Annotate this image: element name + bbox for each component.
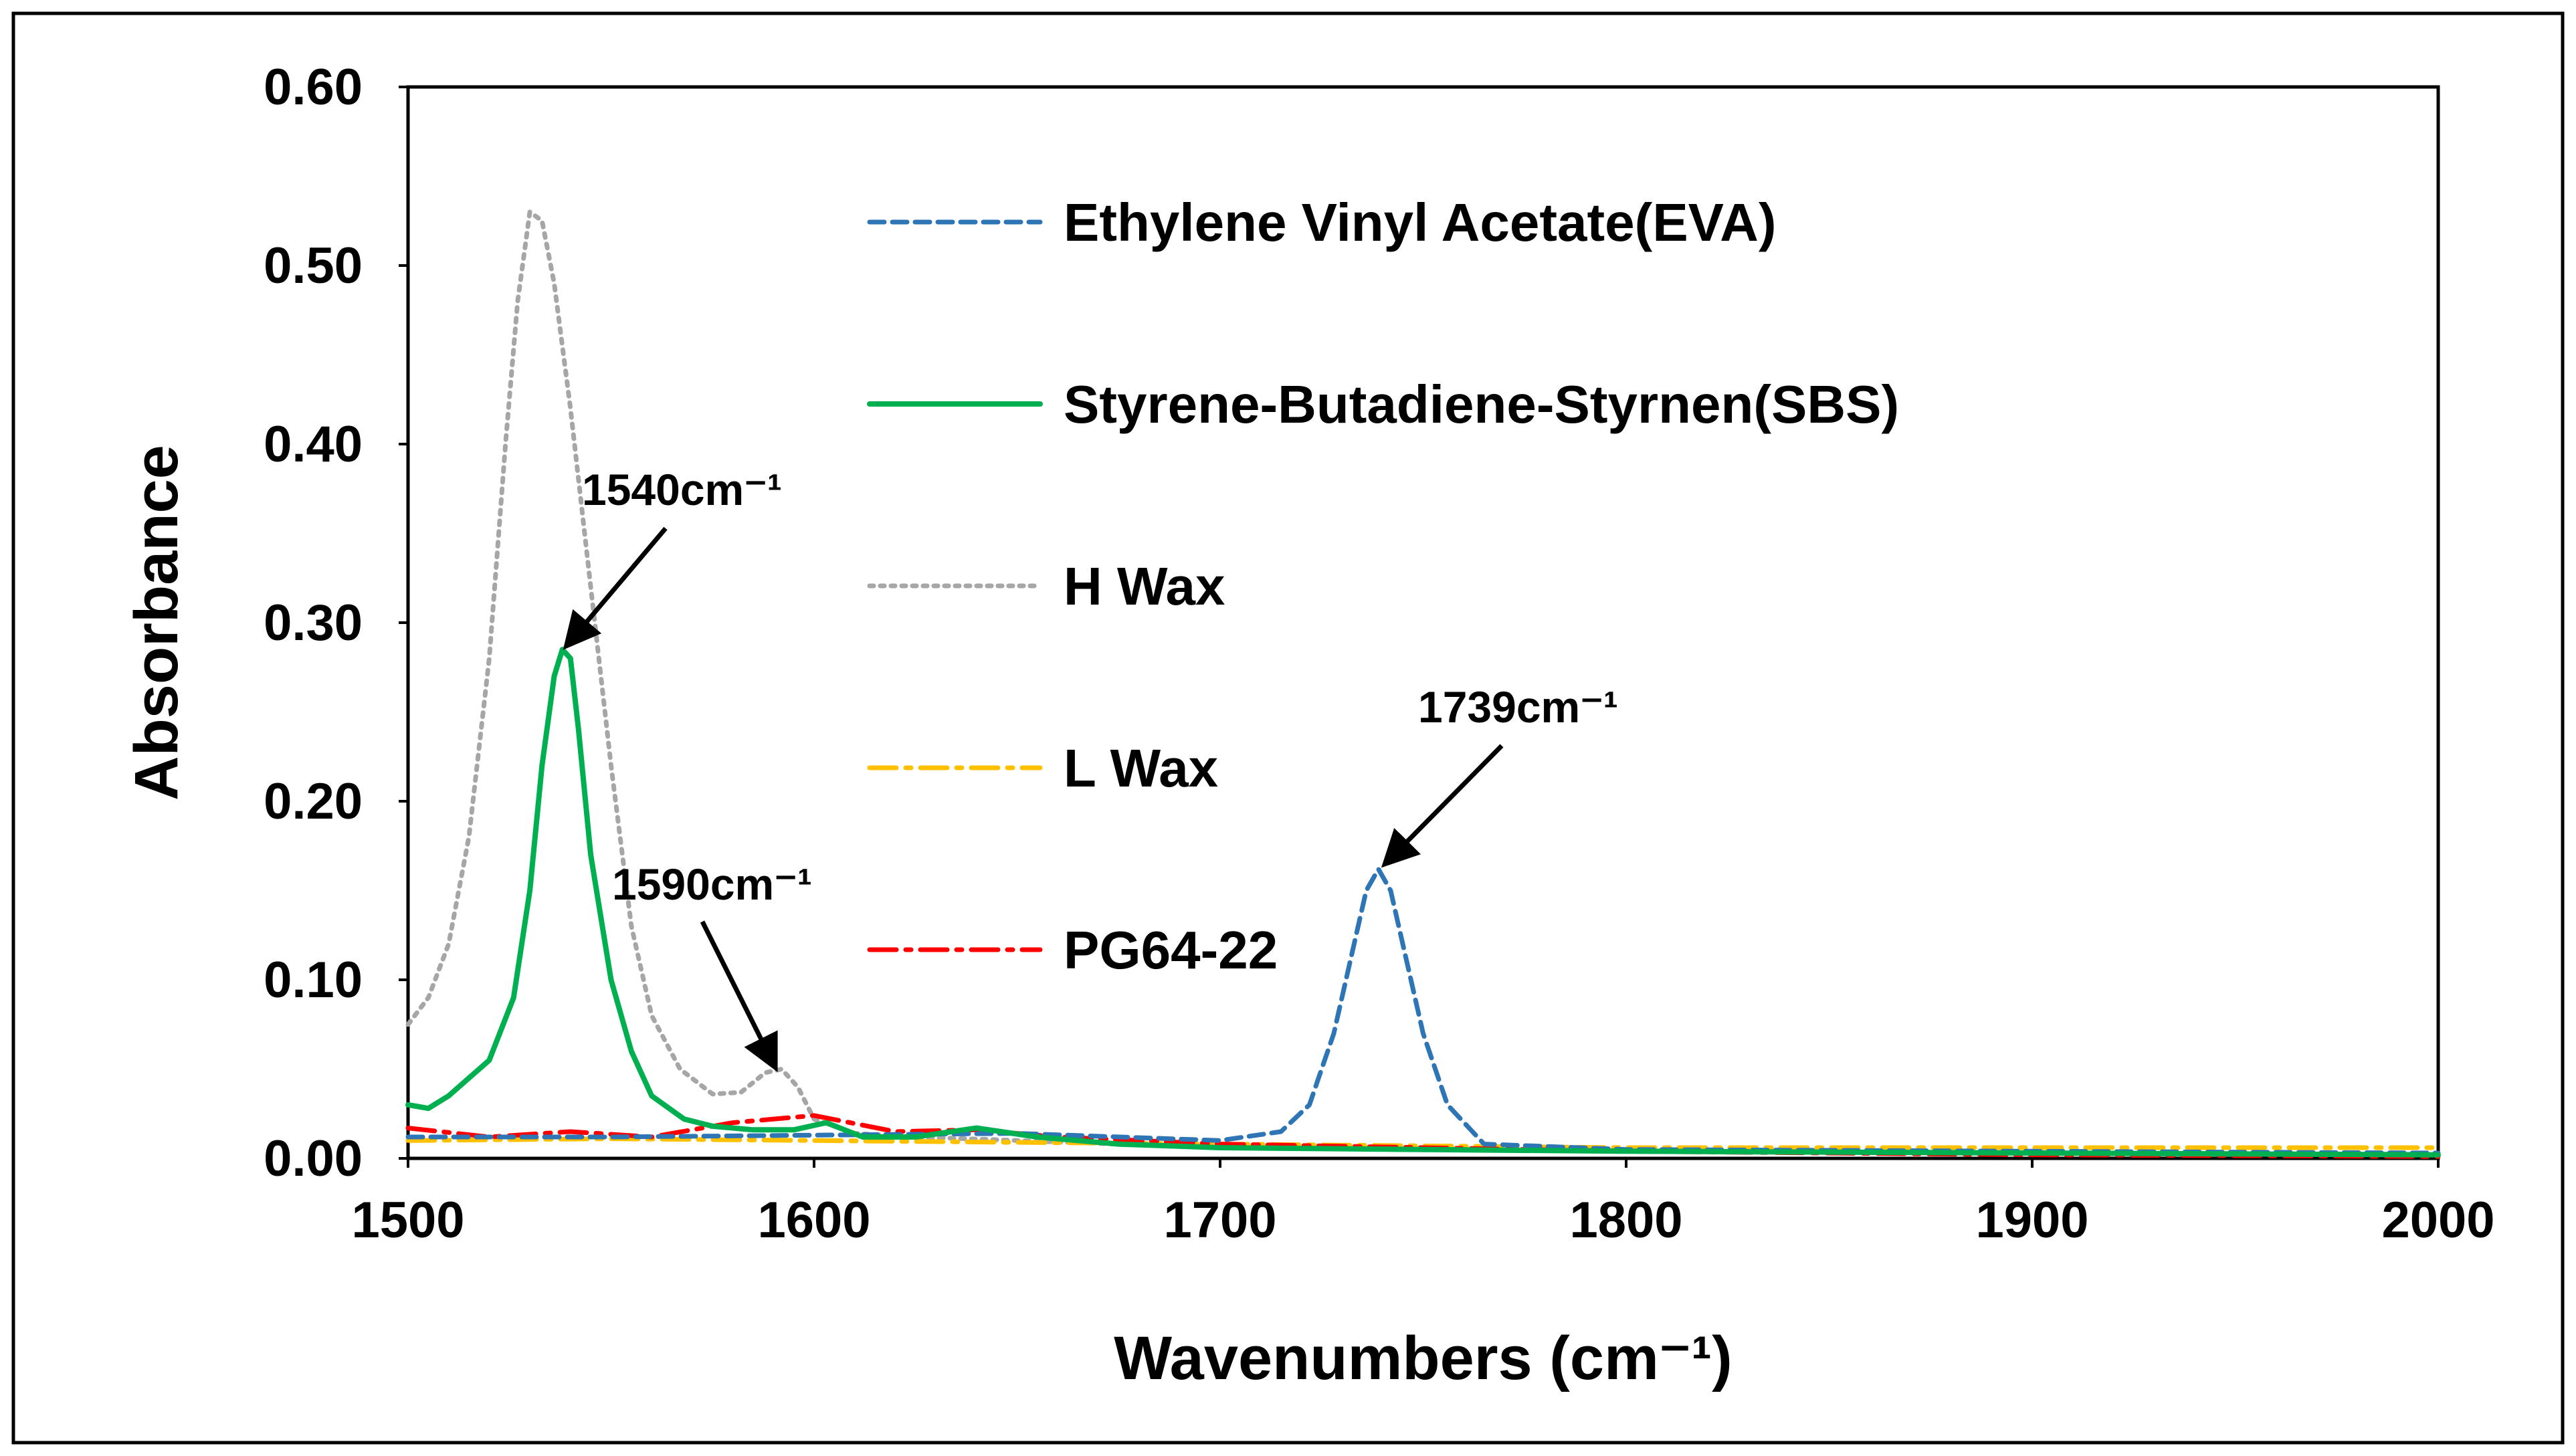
x-tick-label: 1500 (351, 1192, 464, 1249)
legend-entry-label: H Wax (1064, 556, 1225, 616)
y-tick-label: 0.00 (264, 1130, 363, 1187)
annotation-label: 1739cm⁻¹ (1418, 682, 1618, 732)
plot-area (406, 85, 2440, 1160)
y-tick-label: 0.30 (264, 595, 363, 651)
annotation-layer: 1540cm⁻¹ 1590cm⁻¹ 1739cm⁻¹ (563, 465, 1618, 1073)
y-tick-label: 0.50 (264, 237, 363, 294)
x-tick-label: 1800 (1569, 1192, 1682, 1249)
series-line-2 (405, 209, 2441, 1158)
series-line-1 (405, 647, 2441, 1158)
x-tick-label: 2000 (2381, 1192, 2494, 1249)
figure-border (11, 11, 2565, 1445)
annotation-label: 1590cm⁻¹ (612, 859, 812, 909)
x-tick-label: 1900 (1975, 1192, 2088, 1249)
annotation-arrow (700, 920, 778, 1073)
x-axis-title: Wavenumbers (cm⁻¹) (1114, 1324, 1732, 1392)
x-tick-label: 1600 (757, 1192, 870, 1249)
y-tick-label: 0.20 (264, 773, 363, 830)
annotation-arrow (563, 526, 668, 650)
legend-entry-label: L Wax (1064, 738, 1218, 798)
x-tick-label: 1700 (1163, 1192, 1276, 1249)
legend-entry-label: PG64-22 (1064, 920, 1278, 980)
annotation-arrow (1381, 744, 1504, 868)
legend: Ethylene Vinyl Acetate(EVA) Styrene-Butad… (867, 193, 1899, 980)
y-tick-label: 0.60 (264, 59, 363, 116)
legend-entry-label: Styrene-Butadiene-Styrnen(SBS) (1064, 375, 1899, 434)
series-layer (405, 209, 2441, 1159)
legend-entry-label: Ethylene Vinyl Acetate(EVA) (1064, 193, 1777, 252)
y-tick-label: 0.10 (264, 952, 363, 1009)
plot-layer: 0.00 0.10 0.20 0.30 0.40 0.50 0.60 1500 1600 1700… (122, 59, 2495, 1392)
series-line-0 (405, 867, 2441, 1156)
y-tick-label: 0.40 (264, 416, 363, 473)
y-axis-title: Absorbance (122, 445, 191, 801)
annotation-label: 1540cm⁻¹ (582, 465, 782, 514)
